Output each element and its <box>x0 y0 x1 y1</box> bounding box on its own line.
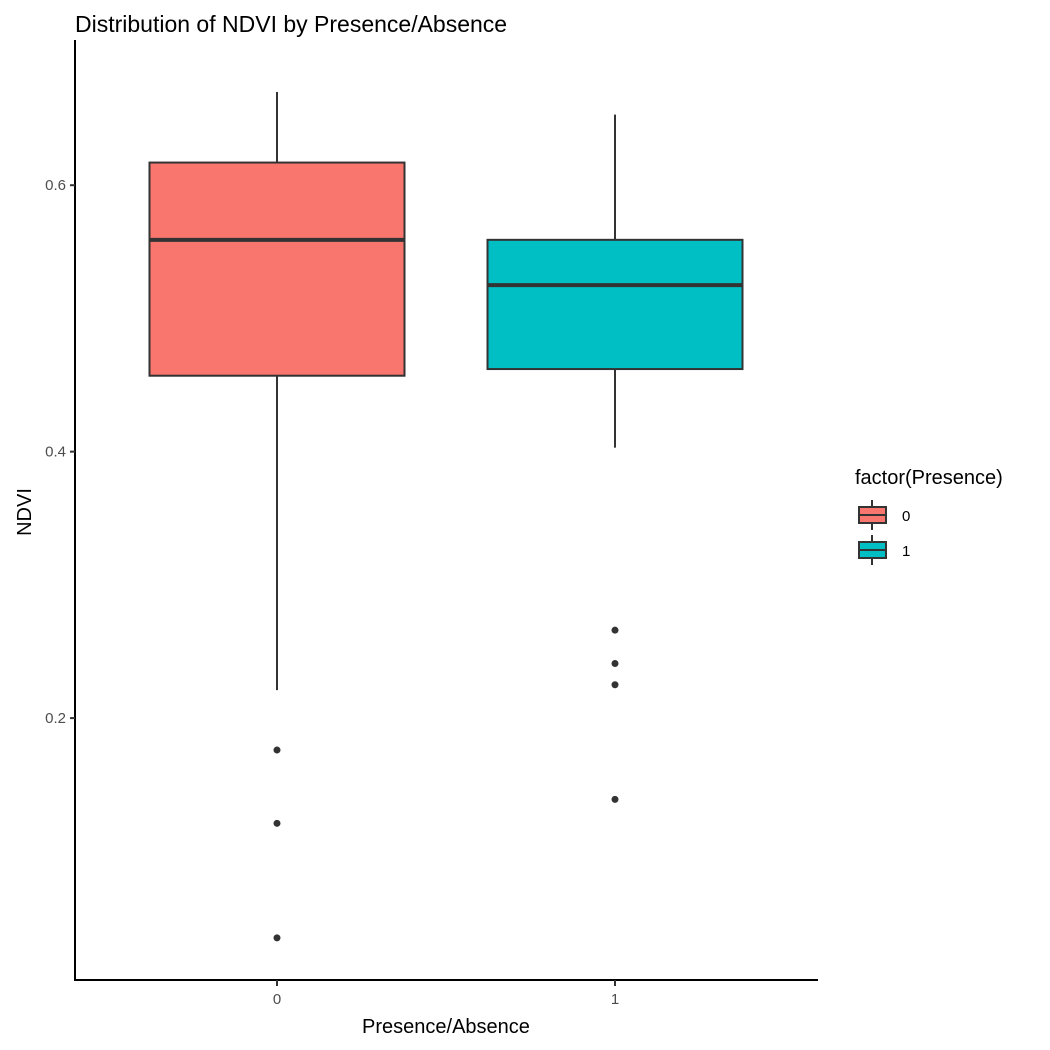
legend-label: 1 <box>902 543 910 560</box>
y-tick-label: 0.4 <box>45 444 66 461</box>
legend-title: factor(Presence) <box>855 467 1003 489</box>
y-ticks: 0.2 0.4 0.6 <box>45 177 75 727</box>
plot-area <box>148 91 744 942</box>
outlier-point <box>611 626 619 634</box>
box-1 <box>486 114 744 803</box>
outlier-point <box>611 659 619 667</box>
outlier-point <box>273 746 281 754</box>
outlier-point <box>273 934 281 942</box>
box-0 <box>148 91 406 942</box>
legend: factor(Presence) 0 1 <box>855 467 1003 565</box>
legend-entry-1: 1 <box>858 535 910 565</box>
y-axis-label: NDVI <box>14 488 36 536</box>
outlier-point <box>273 819 281 827</box>
legend-label: 0 <box>902 508 910 525</box>
x-tick-label: 1 <box>611 991 619 1008</box>
y-tick-label: 0.6 <box>45 177 66 194</box>
outlier-point <box>611 795 619 803</box>
outlier-point <box>611 681 619 689</box>
y-tick-label: 0.2 <box>45 710 66 727</box>
box-iqr <box>148 161 406 377</box>
legend-entry-0: 0 <box>858 500 910 530</box>
chart-title: Distribution of NDVI by Presence/Absence <box>75 11 507 37</box>
box-iqr <box>486 238 744 371</box>
x-axis-label: Presence/Absence <box>362 1016 530 1038</box>
x-tick-label: 0 <box>273 991 281 1008</box>
